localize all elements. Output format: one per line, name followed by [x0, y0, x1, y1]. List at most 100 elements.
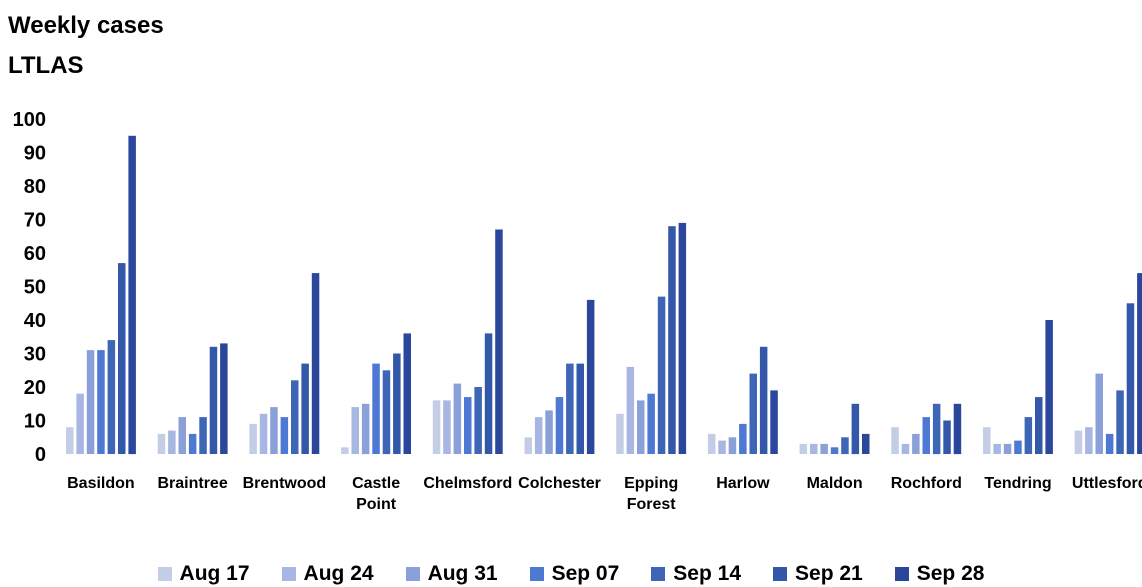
bar [495, 229, 503, 454]
x-tick-label: Rochford [891, 475, 962, 492]
bar [107, 340, 116, 454]
bar [586, 299, 595, 454]
x-tick-label: Castle Point [352, 475, 400, 513]
bar [351, 407, 359, 454]
bar [851, 403, 860, 455]
y-tick-label: 40 [24, 310, 46, 332]
x-tick-label: Basildon [67, 475, 135, 492]
y-tick-label: 10 [24, 411, 46, 433]
x-tick-label: Brentwood [243, 475, 327, 492]
bar [718, 440, 726, 454]
y-tick-label: 50 [24, 277, 46, 299]
legend-label: Aug 31 [427, 562, 498, 585]
legend-label: Aug 24 [303, 562, 374, 585]
bar [118, 263, 126, 454]
legend-item: Sep 07 [529, 562, 619, 586]
bar [830, 447, 839, 454]
bar [403, 333, 411, 454]
bar [1003, 443, 1012, 454]
bar [1014, 440, 1022, 454]
x-tick-label: Braintree [157, 475, 227, 492]
x-tick-label: Harlow [716, 475, 770, 492]
bar [361, 403, 370, 455]
bar [1137, 273, 1142, 454]
bar [128, 135, 136, 455]
bar [341, 447, 349, 454]
bar [76, 393, 84, 454]
x-tick-label: Uttlesford [1072, 475, 1142, 492]
bar [1024, 417, 1033, 454]
bar [534, 417, 543, 454]
bar [891, 427, 899, 454]
bar [291, 380, 299, 454]
y-tick-label: 0 [35, 444, 46, 466]
bars [66, 135, 1142, 455]
bar [1035, 397, 1043, 454]
bar [728, 437, 737, 455]
bar [820, 443, 828, 454]
bar [86, 350, 95, 454]
bar [901, 443, 910, 454]
bar [301, 363, 309, 454]
bar [616, 413, 624, 454]
bar [209, 346, 218, 454]
bar [922, 417, 930, 454]
bar-chart: 0 10 20 30 40 50 60 70 80 90 100 Basildon Braintree… [13, 109, 1142, 513]
bar [626, 366, 635, 454]
bar [770, 390, 778, 454]
legend-item: Aug 24 [281, 562, 374, 586]
bar [66, 427, 74, 454]
bar [157, 433, 166, 454]
chart-subtitle: LTLAS [8, 52, 84, 79]
chart-title: Weekly cases [8, 12, 164, 39]
legend-item: Sep 28 [894, 562, 984, 586]
bar [280, 417, 289, 454]
legend-item: Sep 14 [651, 562, 741, 586]
bar [799, 443, 808, 454]
bar [443, 400, 451, 454]
bar [464, 397, 472, 454]
bar [199, 417, 207, 454]
bar [453, 383, 462, 454]
y-tick-label: 70 [24, 210, 46, 232]
bar [912, 433, 920, 454]
y-tick-label: 90 [24, 143, 46, 165]
bar [188, 433, 197, 454]
bar [432, 400, 441, 454]
legend-swatch [281, 567, 296, 581]
legend-swatch [157, 567, 172, 581]
bar [168, 430, 176, 454]
bar [841, 437, 849, 455]
bar [524, 437, 532, 455]
x-tick-label: Maldon [807, 475, 863, 492]
y-tick-label: 20 [24, 377, 46, 399]
bar [749, 373, 757, 454]
bar [943, 420, 951, 454]
y-tick-label: 100 [13, 109, 46, 131]
bar [983, 427, 991, 454]
bar [739, 423, 747, 454]
legend-item: Sep 21 [773, 562, 863, 586]
bar [474, 387, 482, 454]
bar [647, 393, 655, 454]
bar [1085, 427, 1093, 454]
bar [382, 370, 391, 455]
y-axis: 0 10 20 30 40 50 60 70 80 90 100 [13, 109, 46, 466]
y-tick-label: 60 [24, 243, 46, 265]
legend-swatch [773, 567, 788, 581]
bar [393, 353, 401, 454]
bar [484, 333, 493, 454]
bar [1074, 430, 1083, 454]
bar [637, 400, 645, 454]
bar [311, 273, 320, 454]
bar [372, 363, 380, 454]
legend-label: Sep 21 [795, 562, 863, 585]
bar [932, 403, 941, 455]
bar [1116, 390, 1124, 454]
y-tick-label: 80 [24, 176, 46, 198]
x-tick-label: Epping Forest [624, 475, 678, 513]
bar [220, 343, 228, 454]
bar [249, 423, 257, 454]
bar [953, 403, 962, 455]
x-tick-label: Colchester [518, 475, 601, 492]
